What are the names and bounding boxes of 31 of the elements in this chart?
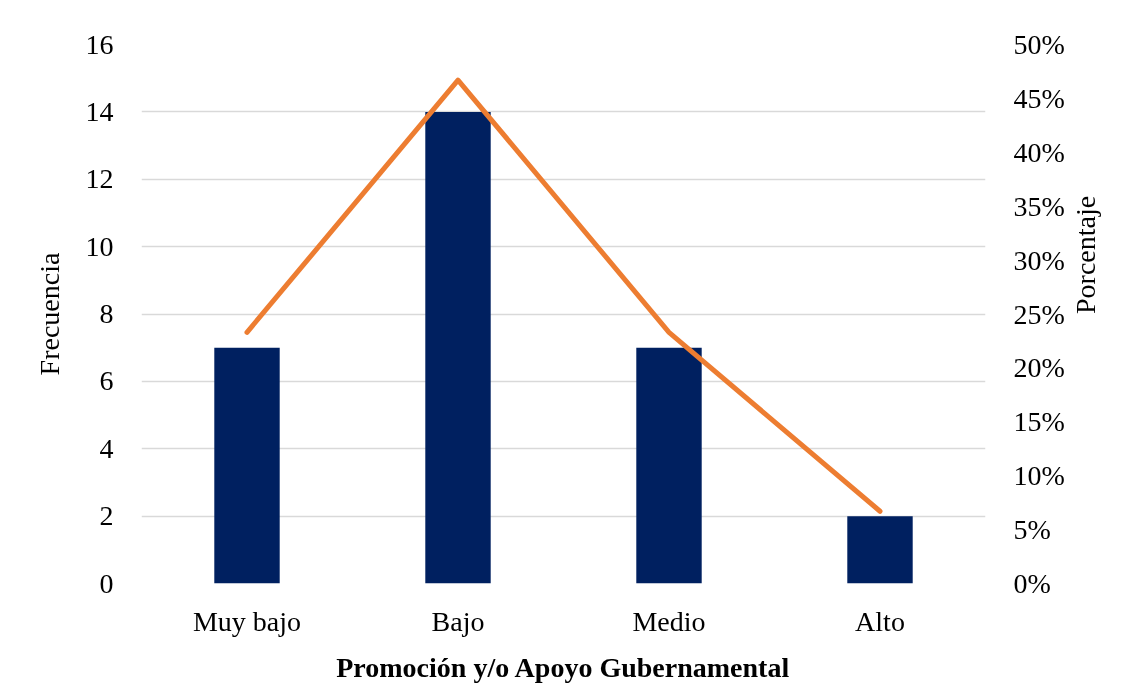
y2-tick-label: 10% [1013, 460, 1065, 492]
x-tick-label: Muy bajo [192, 605, 302, 637]
y2-tick-label: 40% [1013, 136, 1065, 168]
y-tick-label: 14 [85, 95, 114, 127]
x-tick-label: Alto [855, 605, 905, 637]
y2-tick-label: 20% [1013, 352, 1065, 384]
y2-tick-label: 0% [1013, 568, 1051, 599]
y-tick-label: 8 [99, 298, 114, 329]
bar [636, 347, 702, 584]
y-tick-label: 0 [99, 567, 114, 599]
y2-tick-label: 45% [1013, 82, 1065, 114]
bar [847, 516, 913, 584]
y2-axis-title: Porcentaje [1070, 195, 1102, 314]
y-tick-label: 4 [99, 432, 114, 464]
y2-tick-label: 5% [1013, 514, 1051, 546]
x-axis-title: Promoción y/o Apoyo Gubernamental [336, 651, 790, 683]
y-axis-title: Frecuencia [33, 252, 65, 376]
bar [214, 347, 280, 584]
y2-tick-label: 15% [1013, 406, 1065, 438]
y-tick-label: 6 [99, 365, 114, 397]
y2-tick-label: 35% [1013, 190, 1065, 222]
y-tick-label: 12 [85, 163, 114, 195]
y2-tick-label: 30% [1013, 244, 1065, 276]
y-tick-label: 10 [85, 230, 114, 262]
y-tick-label: 16 [85, 28, 114, 60]
y2-tick-label: 50% [1013, 29, 1065, 60]
bar [425, 111, 491, 584]
x-tick-label: Medio [632, 605, 706, 637]
x-tick-label: Bajo [431, 605, 485, 637]
y-tick-label: 2 [99, 500, 114, 532]
y2-tick-label: 25% [1013, 298, 1065, 330]
